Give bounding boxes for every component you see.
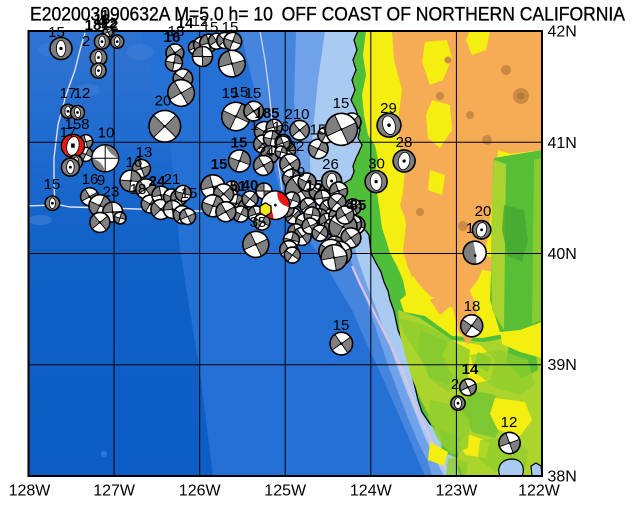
svg-text:51: 51 xyxy=(230,178,247,195)
svg-text:17: 17 xyxy=(60,85,77,102)
svg-text:1: 1 xyxy=(250,117,258,134)
svg-text:28: 28 xyxy=(396,134,413,151)
svg-text:30: 30 xyxy=(368,156,385,173)
svg-text:15: 15 xyxy=(181,185,198,202)
svg-text:35: 35 xyxy=(250,214,267,231)
svg-text:40N: 40N xyxy=(548,246,577,263)
svg-text:15: 15 xyxy=(231,135,248,152)
svg-text:16: 16 xyxy=(82,171,99,188)
svg-text:15: 15 xyxy=(333,317,350,334)
svg-text:158: 158 xyxy=(64,116,89,133)
svg-text:24: 24 xyxy=(149,173,166,190)
svg-text:12: 12 xyxy=(74,85,91,102)
svg-text:15: 15 xyxy=(306,177,323,194)
svg-text:126W: 126W xyxy=(179,483,222,500)
svg-text:12: 12 xyxy=(102,17,119,34)
svg-text:12: 12 xyxy=(192,13,209,30)
svg-text:20: 20 xyxy=(155,92,172,109)
svg-text:18: 18 xyxy=(94,11,111,28)
svg-text:128W: 128W xyxy=(9,483,52,500)
svg-text:20: 20 xyxy=(475,203,492,220)
svg-text:2: 2 xyxy=(82,33,90,50)
svg-text:40: 40 xyxy=(242,177,259,194)
svg-text:38N: 38N xyxy=(548,469,577,486)
svg-text:15: 15 xyxy=(232,84,249,101)
svg-text:15: 15 xyxy=(222,19,239,36)
svg-text:12: 12 xyxy=(501,414,518,431)
svg-text:15: 15 xyxy=(222,85,239,102)
svg-text:21: 21 xyxy=(164,171,181,188)
svg-text:4: 4 xyxy=(97,14,106,31)
svg-text:85: 85 xyxy=(350,197,367,214)
svg-text:127W: 127W xyxy=(93,483,136,500)
svg-text:124W: 124W xyxy=(350,483,393,500)
svg-text:42N: 42N xyxy=(548,24,577,41)
svg-text:17: 17 xyxy=(60,124,77,141)
svg-text:39N: 39N xyxy=(548,357,577,374)
svg-text:2: 2 xyxy=(451,376,459,393)
svg-text:41N: 41N xyxy=(548,135,577,152)
svg-text:15: 15 xyxy=(202,19,219,36)
svg-text:16: 16 xyxy=(164,29,181,46)
svg-text:10: 10 xyxy=(98,125,115,142)
svg-text:16: 16 xyxy=(273,119,290,136)
svg-text:26: 26 xyxy=(322,156,339,173)
svg-text:8: 8 xyxy=(346,196,354,213)
svg-text:18: 18 xyxy=(168,23,185,40)
svg-text:125W: 125W xyxy=(264,483,307,500)
svg-text:12: 12 xyxy=(101,15,118,32)
svg-text:15: 15 xyxy=(245,85,262,102)
svg-text:19: 19 xyxy=(289,164,306,181)
svg-text:16: 16 xyxy=(126,154,143,171)
svg-text:185: 185 xyxy=(254,105,279,122)
svg-text:13: 13 xyxy=(136,144,153,161)
svg-text:15: 15 xyxy=(48,24,65,41)
svg-text:23: 23 xyxy=(103,184,120,201)
svg-text:18: 18 xyxy=(130,181,147,198)
svg-text:1: 1 xyxy=(466,220,474,237)
svg-text:123W: 123W xyxy=(436,483,479,500)
svg-text:15: 15 xyxy=(310,122,327,139)
svg-text:15: 15 xyxy=(211,156,228,173)
svg-text:122W: 122W xyxy=(518,483,561,500)
svg-text:210: 210 xyxy=(284,106,309,123)
svg-text:1: 1 xyxy=(101,7,109,24)
svg-text:9: 9 xyxy=(97,172,105,189)
svg-text:14: 14 xyxy=(177,15,194,32)
svg-text:15: 15 xyxy=(333,95,350,112)
svg-text:29: 29 xyxy=(380,100,397,117)
svg-text:24: 24 xyxy=(258,144,275,161)
svg-text:15: 15 xyxy=(44,176,61,193)
svg-text:18: 18 xyxy=(85,17,102,34)
svg-text:14: 14 xyxy=(462,361,479,378)
svg-text:22: 22 xyxy=(288,138,305,155)
svg-text:18: 18 xyxy=(464,298,481,315)
svg-text:E202003090632A M=5.0 h= 10 OFF: E202003090632A M=5.0 h= 10 OFF COAST OF … xyxy=(30,5,625,26)
